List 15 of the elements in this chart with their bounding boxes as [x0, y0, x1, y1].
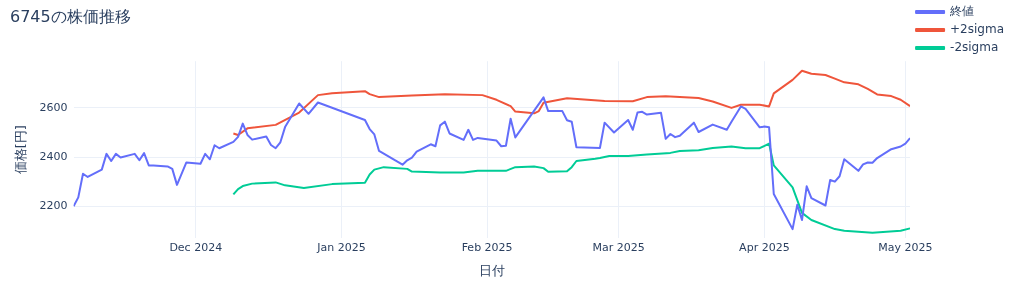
x-tick-label: Feb 2025: [461, 240, 513, 254]
x-tick-label: Mar 2025: [592, 240, 645, 254]
x-tick-label: May 2025: [878, 240, 933, 254]
y-tick-label: 2600: [39, 100, 68, 114]
y-tick-label: 2400: [39, 149, 68, 163]
legend-label: -2sigma: [950, 40, 999, 55]
y-axis-title: 価格[円]: [13, 125, 29, 175]
x-tick-label: Jan 2025: [316, 240, 366, 254]
x-axis-title: 日付: [478, 262, 505, 278]
x-tick-label: Apr 2025: [739, 240, 790, 254]
chart-title: 6745の株価推移: [10, 6, 131, 26]
legend-label: 終値: [949, 4, 975, 19]
y-tick-label: 2200: [39, 199, 68, 213]
x-tick-label: Dec 2024: [169, 240, 223, 254]
legend-label: +2sigma: [950, 22, 1004, 37]
